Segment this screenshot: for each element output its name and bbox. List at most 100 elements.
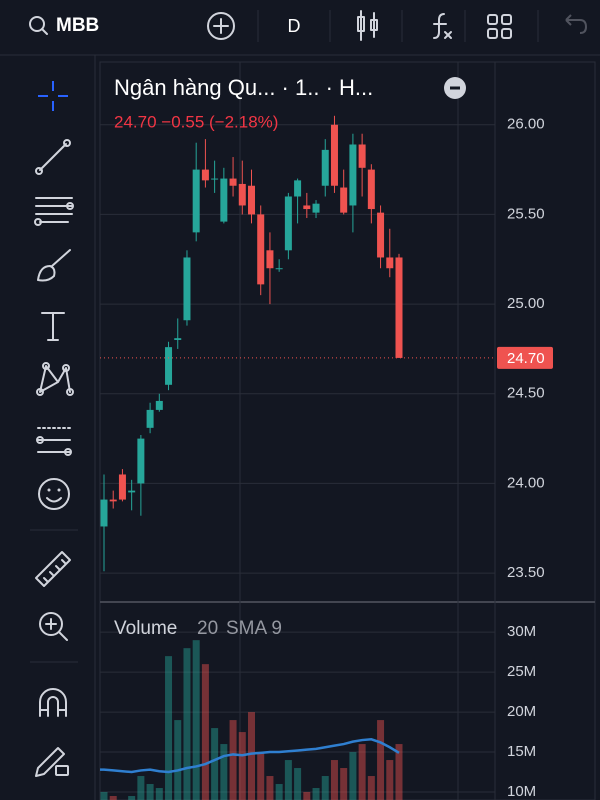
y-tick-label: 23.50 (507, 564, 545, 581)
volume-bar (294, 768, 302, 800)
layout-button[interactable] (487, 14, 512, 39)
volume-bar (321, 776, 329, 800)
candle-body (395, 257, 403, 358)
volume-bar (220, 744, 228, 800)
chart-type-button[interactable] (357, 10, 378, 41)
volume-bar (284, 760, 292, 800)
brush-tool[interactable] (37, 249, 71, 282)
magnet-tool[interactable] (39, 688, 67, 717)
y-tick-label: 26.00 (507, 116, 545, 133)
candle-body (211, 178, 219, 180)
last-price-label: 24.70 (507, 350, 545, 367)
y-tick-label: 25M (507, 663, 536, 680)
candle-body (155, 400, 163, 410)
candle-body (312, 203, 320, 213)
trendline-tool[interactable] (35, 139, 71, 175)
price-change: 24.70 −0.55 (−2.18%) (114, 112, 278, 131)
candle-body (248, 185, 255, 215)
candle-body (340, 187, 348, 213)
y-tick-label: 24.00 (507, 474, 545, 491)
y-tick-label: 10M (507, 783, 536, 800)
fib-tool[interactable] (34, 197, 74, 226)
volume-bar (330, 760, 338, 800)
ruler-tool[interactable] (35, 551, 71, 587)
candle-body (192, 169, 200, 233)
candle-body (165, 347, 173, 385)
candle-body (358, 144, 366, 168)
volume-bar (340, 768, 348, 800)
volume-bar (146, 784, 154, 800)
y-tick-label: 24.50 (507, 385, 545, 402)
volume-bar (109, 796, 117, 800)
volume-bar (395, 744, 403, 800)
volume-bar (312, 788, 320, 800)
volume-bar (257, 752, 265, 800)
volume-bar (128, 796, 136, 800)
last-price-box (497, 346, 553, 369)
volume-length: 20 (197, 618, 218, 639)
y-tick-label: 25.50 (507, 205, 545, 222)
lock-tool[interactable] (35, 747, 69, 777)
candle-body (303, 205, 311, 210)
volume-bar (165, 656, 173, 800)
candle-body (321, 149, 329, 186)
candle-body (146, 409, 154, 428)
candle-body (183, 257, 191, 321)
symbol[interactable]: MBB (56, 15, 99, 36)
candle-body (174, 338, 182, 340)
y-tick-label: 15M (507, 743, 536, 760)
indicators-button[interactable] (433, 13, 452, 39)
crosshair-tool[interactable] (38, 81, 68, 111)
candle-body (257, 214, 265, 285)
volume-bar (386, 760, 394, 800)
add-button[interactable] (207, 12, 235, 40)
volume-bar (229, 720, 237, 800)
volume-bar (192, 640, 200, 800)
search-button[interactable]: MBB (29, 15, 99, 36)
volume-bar (211, 728, 219, 800)
candle-body (377, 212, 385, 258)
zoom-tool[interactable] (39, 612, 68, 641)
sma-name: SMA 9 (226, 618, 282, 639)
volume-bar (248, 712, 255, 800)
volume-bar (266, 776, 274, 800)
volume-bar (275, 784, 283, 800)
left-toolbar (30, 81, 78, 777)
candle-body (100, 499, 108, 527)
candle-body (275, 268, 283, 270)
candle-body (109, 499, 117, 502)
interval[interactable]: D (288, 16, 301, 36)
pattern-tool[interactable] (36, 362, 74, 396)
candle-body (201, 169, 209, 181)
top-toolbar (0, 0, 600, 55)
plot: 23.50 24.00 24.50 25.00 25.50 26.00 10M 15M 20M 2… (100, 116, 545, 800)
volume-bar (349, 752, 357, 800)
y-tick-label: 25.00 (507, 295, 545, 312)
candle-body (238, 183, 246, 206)
volume-bar (183, 648, 191, 800)
candle-body (367, 169, 375, 210)
text-tool[interactable] (41, 312, 65, 341)
volume-bar (100, 792, 108, 800)
candle-body (294, 180, 302, 197)
candle-body (229, 178, 237, 186)
prediction-tool[interactable] (36, 427, 72, 456)
candle-body (128, 490, 136, 493)
volume-bar (201, 664, 209, 800)
volume-bar (155, 788, 163, 800)
y-tick-label: 30M (507, 623, 536, 640)
chart-frame (99, 61, 596, 800)
volume-bar (137, 776, 145, 800)
volume-bar (358, 744, 366, 800)
volume-bar (377, 720, 385, 800)
undo-button[interactable] (565, 14, 588, 34)
y-tick-label: 20M (507, 703, 536, 720)
volume-title: Volume (114, 618, 177, 639)
candle-body (349, 144, 357, 206)
emoji-tool[interactable] (38, 478, 70, 510)
candle-body (386, 257, 394, 269)
volume-bar (367, 776, 375, 800)
volume-bar (238, 732, 246, 800)
